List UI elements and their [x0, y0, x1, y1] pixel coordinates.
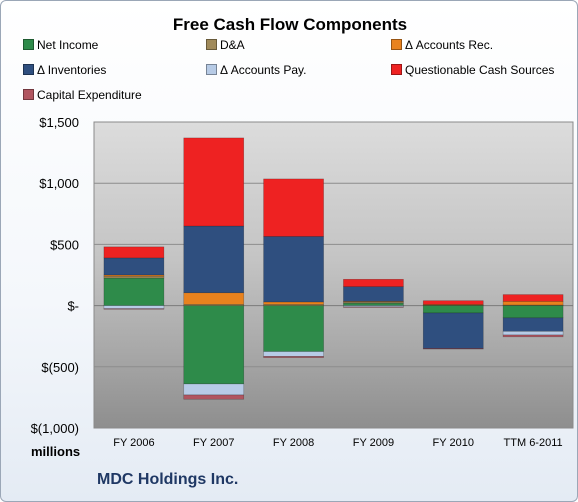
y-tick-label: $1,500 — [39, 115, 79, 130]
bar-segment-questionable-cash-sources — [422, 300, 484, 305]
legend-label: Questionable Cash Sources — [405, 63, 555, 77]
bar-segment-delta-accounts-pay — [502, 331, 564, 336]
bar-segment-delta-accounts-pay — [183, 383, 245, 396]
plot-area — [93, 121, 574, 429]
bar-segment-delta-inventories — [343, 286, 404, 302]
legend-label: Δ Accounts Rec. — [405, 38, 494, 52]
bar-segment-net-income — [422, 305, 484, 314]
legend-item-delta-inventories: Δ Inventories — [23, 63, 106, 77]
legend-label: Δ Inventories — [37, 63, 107, 77]
bar-segment-delta-inventories — [422, 312, 484, 349]
legend-swatch — [206, 64, 217, 75]
x-tick-label: FY 2010 — [433, 437, 474, 449]
legend-swatch — [206, 39, 217, 50]
bar-segment-questionable-cash-sources — [502, 294, 564, 302]
bar-segment-questionable-cash-sources — [343, 278, 404, 287]
bar-segment-net-income — [502, 305, 564, 319]
x-tick-label: FY 2007 — [193, 437, 234, 449]
bar-segment-delta-inventories — [263, 236, 324, 303]
legend-item-capital-expenditure: Capital Expenditure — [23, 88, 142, 102]
bar-segment-capital-expenditure — [502, 334, 564, 338]
legend-swatch — [23, 64, 34, 75]
legend-item-questionable-cash-sources: Questionable Cash Sources — [391, 63, 554, 77]
legend-swatch — [391, 64, 402, 75]
bar-segment-net-income — [183, 305, 245, 385]
y-tick-label: $(1,000) — [31, 421, 79, 436]
legend-swatch — [391, 39, 402, 50]
legend-item-delta-accounts-pay: Δ Accounts Pay. — [206, 63, 307, 77]
legend-label: Δ Accounts Pay. — [220, 63, 307, 77]
bar-segment-delta-accounts-rec — [502, 301, 564, 306]
bar-segment-net-income — [343, 302, 404, 306]
legend-label: D&A — [220, 38, 245, 52]
company-name: MDC Holdings Inc. — [97, 471, 239, 488]
bar-segment-delta-inventories — [502, 317, 564, 332]
legend-item-net-income: Net Income — [23, 38, 98, 52]
legend-item-danda: D&A — [206, 38, 245, 52]
legend-label: Net Income — [37, 38, 99, 52]
y-tick-label: $(500) — [41, 360, 79, 375]
chart-title: Free Cash Flow Components — [172, 15, 408, 34]
bar-segment-delta-inventories — [103, 257, 165, 276]
bar-segment-delta-accounts-rec — [183, 292, 245, 305]
bar-segment-capital-expenditure — [103, 308, 165, 310]
x-tick-label: FY 2006 — [113, 437, 154, 449]
x-tick-label: FY 2009 — [353, 437, 394, 449]
units-label: millions — [31, 444, 81, 459]
bar-segment-net-income — [103, 277, 165, 306]
y-tick-label: $- — [67, 299, 79, 314]
bar-segment-delta-accounts-rec — [263, 301, 324, 305]
y-tick-label: $1,000 — [39, 176, 79, 191]
bar-segment-danda — [183, 304, 245, 306]
legend-label: Capital Expenditure — [37, 88, 142, 102]
bar-segment-delta-inventories — [183, 225, 245, 294]
bar-segment-capital-expenditure — [422, 348, 484, 350]
bar-segment-capital-expenditure — [183, 394, 245, 400]
x-tick-label: FY 2008 — [273, 437, 314, 449]
bar-segment-delta-accounts-pay — [263, 351, 324, 357]
legend-item-delta-accounts-rec: Δ Accounts Rec. — [391, 38, 493, 52]
bar-segment-questionable-cash-sources — [183, 137, 245, 227]
bar-segment-capital-expenditure — [263, 356, 324, 358]
legend-swatch — [23, 89, 34, 100]
bar-segment-net-income — [263, 305, 324, 352]
legend-swatch — [23, 39, 34, 50]
bar-segment-capital-expenditure — [343, 306, 404, 308]
bar-segment-questionable-cash-sources — [263, 178, 324, 237]
y-tick-label: $500 — [50, 237, 79, 252]
x-tick-label: TTM 6-2011 — [504, 437, 563, 449]
bar-segment-delta-accounts-rec — [343, 301, 404, 303]
bar-segment-questionable-cash-sources — [103, 246, 165, 259]
bar-segment-delta-accounts-pay — [103, 305, 165, 309]
